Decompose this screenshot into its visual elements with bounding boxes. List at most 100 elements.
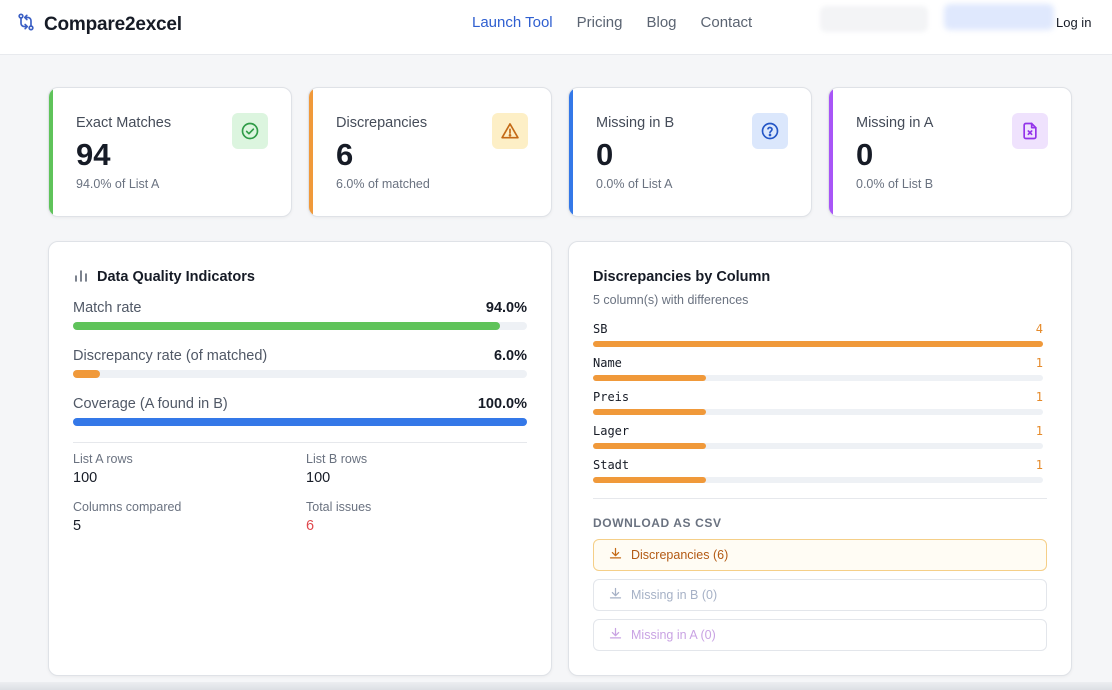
stat-accent-bar	[49, 88, 53, 216]
download-icon	[608, 546, 623, 564]
divider	[73, 442, 527, 443]
summary-list-b-rows: List B rows 100	[306, 452, 367, 486]
stat-label: Exact Matches	[76, 115, 172, 131]
stat-value: 0	[596, 137, 614, 172]
metric-value: 6.0%	[493, 348, 527, 364]
question-circle-icon	[752, 113, 788, 149]
metric-track	[73, 322, 527, 330]
column-track	[593, 341, 1043, 347]
column-row-stadt: Stadt 1	[593, 458, 1043, 484]
warning-triangle-icon	[492, 113, 528, 149]
brand-logo[interactable]: Compare2excel	[16, 12, 182, 37]
stat-value: 6	[336, 137, 354, 172]
column-track	[593, 409, 1043, 415]
download-label: Missing in A (0)	[631, 628, 716, 642]
stat-accent-bar	[569, 88, 573, 216]
column-fill	[593, 477, 706, 483]
file-x-icon	[1012, 113, 1048, 149]
stat-card-missing-in-a: Missing in A 0 0.0% of List B	[828, 87, 1072, 217]
download-discrepancies-button[interactable]: Discrepancies (6)	[593, 539, 1047, 571]
column-row-preis: Preis 1	[593, 390, 1043, 416]
nav-blog[interactable]: Blog	[646, 14, 677, 31]
download-missing-in-b-button[interactable]: Missing in B (0)	[593, 579, 1047, 611]
column-count: 1	[1035, 356, 1043, 370]
summary-value: 5	[73, 518, 82, 534]
discrepancies-by-column-panel: Discrepancies by Column 5 column(s) with…	[568, 241, 1072, 676]
panel-title: Discrepancies by Column	[593, 269, 771, 285]
summary-value: 6	[306, 518, 315, 534]
stat-card-missing-in-b: Missing in B 0 0.0% of List A	[568, 87, 812, 217]
metric-coverage: Coverage (A found in B) 100.0%	[73, 396, 527, 428]
stat-value: 94	[76, 137, 111, 172]
column-row-lager: Lager 1	[593, 424, 1043, 450]
download-label: Missing in B (0)	[631, 588, 718, 602]
nav-contact[interactable]: Contact	[700, 14, 753, 31]
column-track	[593, 375, 1043, 381]
column-name: Preis	[593, 390, 630, 404]
column-count: 1	[1035, 390, 1043, 404]
stat-label: Discrepancies	[336, 115, 428, 131]
panel-subtitle: 5 column(s) with differences	[593, 293, 749, 307]
column-name: Lager	[593, 424, 630, 438]
check-circle-icon	[232, 113, 268, 149]
stat-card-exact-matches: Exact Matches 94 94.0% of List A	[48, 87, 292, 217]
metric-fill	[73, 418, 527, 426]
column-count: 4	[1035, 322, 1043, 336]
download-label: Discrepancies (6)	[631, 548, 729, 562]
stat-accent-bar	[829, 88, 833, 216]
stat-label: Missing in A	[856, 115, 934, 131]
metric-track	[73, 418, 527, 426]
download-missing-in-a-button[interactable]: Missing in A (0)	[593, 619, 1047, 651]
column-row-sb: SB 4	[593, 322, 1043, 348]
metric-fill	[73, 322, 500, 330]
column-name: Name	[593, 356, 622, 370]
compare-arrows-icon	[16, 12, 36, 37]
column-name: Stadt	[593, 458, 630, 472]
top-header: Compare2excel Launch Tool Pricing Blog C…	[0, 0, 1112, 55]
blurred-header-element	[820, 6, 928, 32]
download-icon	[608, 586, 623, 604]
divider	[593, 498, 1047, 499]
column-fill	[593, 409, 706, 415]
summary-columns-compared: Columns compared 5	[73, 500, 181, 534]
column-track	[593, 443, 1043, 449]
blurred-header-button	[944, 4, 1054, 30]
summary-label: List B rows	[306, 452, 368, 466]
column-count: 1	[1035, 424, 1043, 438]
stat-card-discrepancies: Discrepancies 6 6.0% of matched	[308, 87, 552, 217]
summary-list-a-rows: List A rows 100	[73, 452, 133, 486]
stat-accent-bar	[309, 88, 313, 216]
panel-title: Data Quality Indicators	[97, 269, 255, 285]
summary-label: List A rows	[73, 452, 133, 466]
login-link[interactable]: Log in	[1056, 15, 1092, 30]
metric-value: 100.0%	[477, 396, 527, 412]
page-bottom-edge	[0, 682, 1112, 690]
metric-match-rate: Match rate 94.0%	[73, 300, 527, 332]
summary-label: Columns compared	[73, 500, 182, 514]
nav-pricing[interactable]: Pricing	[576, 14, 623, 31]
nav-launch-tool[interactable]: Launch Tool	[472, 14, 553, 31]
column-name: SB	[593, 322, 608, 336]
column-fill	[593, 341, 1043, 347]
download-heading: DOWNLOAD AS CSV	[593, 516, 722, 530]
stat-subtext: 0.0% of List B	[856, 177, 934, 191]
metric-label: Coverage (A found in B)	[73, 396, 228, 412]
column-fill	[593, 375, 706, 381]
summary-value: 100	[73, 470, 98, 486]
brand-name: Compare2excel	[44, 13, 182, 35]
column-fill	[593, 443, 706, 449]
column-count: 1	[1035, 458, 1043, 472]
summary-value: 100	[306, 470, 331, 486]
stat-subtext: 94.0% of List A	[76, 177, 160, 191]
summary-label: Total issues	[306, 500, 372, 514]
stat-subtext: 0.0% of List A	[596, 177, 673, 191]
download-icon	[608, 626, 623, 644]
metric-fill	[73, 370, 101, 378]
stat-label: Missing in B	[596, 115, 675, 131]
metric-track	[73, 370, 527, 378]
stat-subtext: 6.0% of matched	[336, 177, 430, 191]
metric-label: Discrepancy rate (of matched)	[73, 348, 268, 364]
metric-discrepancy-rate: Discrepancy rate (of matched) 6.0%	[73, 348, 527, 380]
bar-chart-icon	[73, 268, 89, 289]
summary-total-issues: Total issues 6	[306, 500, 371, 534]
